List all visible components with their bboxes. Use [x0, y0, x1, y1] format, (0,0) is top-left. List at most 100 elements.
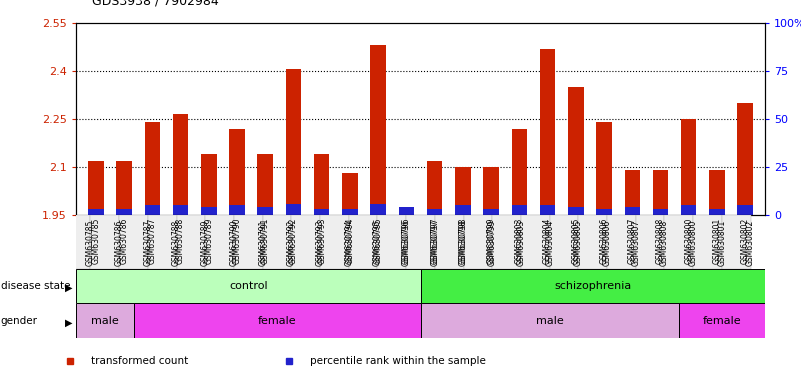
Bar — [399, 209, 414, 215]
Text: GDS3938 / 7902984: GDS3938 / 7902984 — [92, 0, 219, 8]
Text: transformed count: transformed count — [91, 356, 188, 366]
Text: GSM630786: GSM630786 — [119, 218, 129, 264]
Bar — [144, 205, 160, 215]
Bar — [709, 209, 725, 215]
Text: GSM630797: GSM630797 — [430, 219, 440, 266]
FancyBboxPatch shape — [421, 269, 765, 303]
Bar — [370, 45, 386, 215]
Text: GSM630800: GSM630800 — [689, 219, 698, 266]
Text: GSM630805: GSM630805 — [571, 218, 580, 264]
FancyBboxPatch shape — [205, 215, 234, 269]
Text: GSM630806: GSM630806 — [599, 218, 609, 264]
Text: GSM630806: GSM630806 — [602, 219, 612, 266]
Bar — [653, 170, 668, 215]
Text: GSM630796: GSM630796 — [401, 219, 411, 266]
FancyBboxPatch shape — [693, 215, 722, 269]
FancyBboxPatch shape — [678, 303, 765, 338]
Text: GSM630801: GSM630801 — [718, 219, 727, 266]
Text: GSM630799: GSM630799 — [488, 219, 497, 266]
Bar — [399, 207, 414, 215]
Bar — [540, 205, 555, 215]
Text: GSM630787: GSM630787 — [148, 218, 157, 264]
Bar — [286, 204, 301, 215]
Text: GSM630790: GSM630790 — [229, 219, 239, 266]
Bar — [512, 205, 527, 215]
FancyBboxPatch shape — [636, 215, 665, 269]
Text: ▶: ▶ — [65, 283, 72, 293]
Bar — [625, 170, 640, 215]
FancyBboxPatch shape — [406, 215, 435, 269]
Text: GSM630785: GSM630785 — [86, 219, 95, 266]
Text: GSM630804: GSM630804 — [545, 219, 554, 266]
Text: GSM630791: GSM630791 — [258, 219, 268, 266]
Text: GSM630796: GSM630796 — [402, 218, 411, 264]
FancyBboxPatch shape — [320, 215, 348, 269]
Bar — [483, 209, 499, 215]
Text: GSM630805: GSM630805 — [574, 219, 583, 266]
Text: GSM630802: GSM630802 — [741, 218, 750, 264]
Text: GSM630792: GSM630792 — [287, 219, 296, 266]
Text: GSM630803: GSM630803 — [515, 218, 524, 264]
Text: GSM630807: GSM630807 — [631, 219, 640, 266]
Text: GSM630804: GSM630804 — [543, 218, 552, 264]
FancyBboxPatch shape — [377, 215, 406, 269]
FancyBboxPatch shape — [722, 215, 751, 269]
FancyBboxPatch shape — [134, 303, 421, 338]
FancyBboxPatch shape — [435, 215, 464, 269]
Text: GSM630797: GSM630797 — [430, 218, 439, 264]
Text: GSM630807: GSM630807 — [628, 218, 637, 264]
FancyBboxPatch shape — [665, 215, 693, 269]
Bar — [257, 154, 273, 215]
Text: GSM630789: GSM630789 — [204, 218, 213, 264]
Bar — [653, 209, 668, 215]
Bar — [257, 207, 273, 215]
Bar — [738, 205, 753, 215]
Bar — [88, 161, 103, 215]
Bar — [342, 174, 358, 215]
Bar — [455, 167, 471, 215]
Text: schizophrenia: schizophrenia — [554, 281, 631, 291]
FancyBboxPatch shape — [421, 303, 678, 338]
Text: GSM630789: GSM630789 — [201, 219, 210, 266]
Text: GSM630791: GSM630791 — [261, 218, 270, 264]
Text: GSM630808: GSM630808 — [656, 218, 665, 264]
FancyBboxPatch shape — [91, 215, 119, 269]
Text: control: control — [229, 281, 268, 291]
Bar — [201, 207, 216, 215]
Bar — [427, 161, 442, 215]
Text: male: male — [536, 316, 564, 326]
FancyBboxPatch shape — [292, 215, 320, 269]
Text: GSM630786: GSM630786 — [115, 219, 123, 266]
Text: GSM630803: GSM630803 — [517, 219, 525, 266]
Bar — [568, 87, 584, 215]
Bar — [116, 161, 132, 215]
Bar — [370, 204, 386, 215]
Text: GSM630792: GSM630792 — [289, 218, 298, 264]
FancyBboxPatch shape — [549, 215, 578, 269]
Bar — [709, 170, 725, 215]
Text: GSM630795: GSM630795 — [373, 219, 382, 266]
Bar — [88, 209, 103, 215]
Bar — [314, 209, 329, 215]
Text: GSM630785: GSM630785 — [91, 218, 100, 264]
Text: GSM630808: GSM630808 — [660, 219, 669, 266]
Bar — [427, 209, 442, 215]
Text: GSM630788: GSM630788 — [172, 219, 181, 266]
FancyBboxPatch shape — [607, 215, 636, 269]
Bar — [540, 49, 555, 215]
Bar — [681, 205, 697, 215]
FancyBboxPatch shape — [62, 215, 91, 269]
Bar — [116, 209, 132, 215]
Bar — [144, 122, 160, 215]
Bar — [342, 209, 358, 215]
Text: female: female — [702, 316, 741, 326]
Text: GSM630798: GSM630798 — [458, 218, 467, 264]
Text: GSM630801: GSM630801 — [712, 218, 722, 264]
Bar — [512, 129, 527, 215]
Text: ▶: ▶ — [65, 317, 72, 328]
Bar — [173, 114, 188, 215]
Bar — [229, 205, 245, 215]
FancyBboxPatch shape — [76, 269, 421, 303]
FancyBboxPatch shape — [76, 303, 134, 338]
Text: GSM630793: GSM630793 — [316, 219, 324, 266]
